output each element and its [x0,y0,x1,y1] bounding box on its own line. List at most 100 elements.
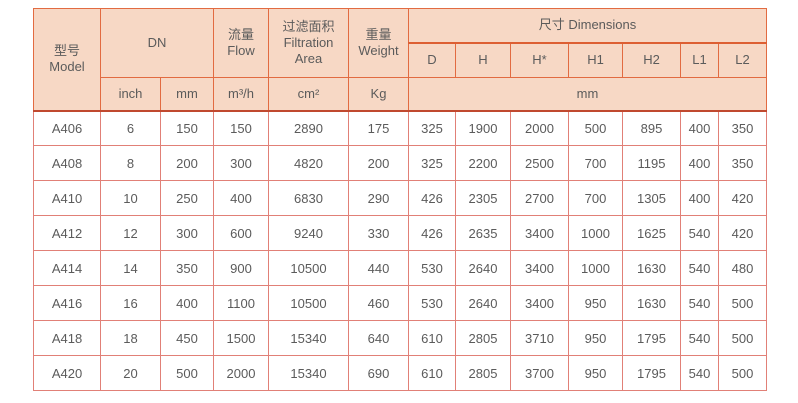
dim-l2-cell: 500 [717,320,768,356]
flow-cell: 900 [213,250,269,286]
area-cell: 9240 [268,215,349,251]
flow-cell: 1500 [213,320,269,356]
dim-l2-cell: 500 [717,355,768,391]
dim-l1-cell: 400 [680,180,719,216]
model-cell: A414 [33,250,101,286]
unit-area: cm² [268,77,349,111]
dim-l2-cell: 420 [717,180,768,216]
header-row-3: inch mm m³/h cm² Kg mm [34,77,768,111]
dim-hstar-cell: 3400 [510,285,569,321]
col-header-l2: L2 [717,42,768,78]
col-header-dimensions: 尺寸 Dimensions [407,8,768,44]
model-cell: A408 [33,145,101,181]
weight-cell: 330 [348,215,409,251]
dn-inch-cell: 14 [100,250,161,286]
dim-d-cell: 610 [408,320,456,356]
dim-l1-cell: 540 [680,285,719,321]
dim-d-cell: 426 [408,180,456,216]
table-row: A412 12 300 600 9240 330 426 2635 3400 1… [33,215,768,251]
col-header-h: H [455,42,511,78]
unit-weight: Kg [348,77,409,111]
dim-h2-cell: 1795 [622,320,681,356]
dim-h-cell: 2305 [455,180,511,216]
dim-d-cell: 530 [408,285,456,321]
area-cell: 6830 [268,180,349,216]
dim-h-cell: 2200 [455,145,511,181]
col-header-weight: 重量 Weight [348,8,409,78]
dim-hstar-cell: 3400 [510,250,569,286]
dim-l1-cell: 540 [680,250,719,286]
dim-h1-cell: 950 [568,285,623,321]
flow-cell: 2000 [213,355,269,391]
dim-d-cell: 426 [408,215,456,251]
model-cell: A420 [33,355,101,391]
dn-inch-cell: 6 [100,110,161,146]
dim-d-cell: 610 [408,355,456,391]
dn-inch-cell: 10 [100,180,161,216]
area-cell: 10500 [268,285,349,321]
area-cell: 15340 [268,320,349,356]
dn-inch-cell: 20 [100,355,161,391]
table-row: A414 14 350 900 10500 440 530 2640 3400 … [33,250,768,286]
flow-cell: 1100 [213,285,269,321]
dim-h2-cell: 1625 [622,215,681,251]
dn-mm-cell: 450 [160,320,214,356]
dim-h1-cell: 700 [568,145,623,181]
dim-hstar-cell: 3700 [510,355,569,391]
table-row: A406 6 150 150 2890 175 325 1900 2000 50… [33,110,768,146]
col-header-flow: 流量 Flow [213,8,269,78]
dim-l2-cell: 500 [717,285,768,321]
dim-l2-cell: 350 [717,110,768,146]
dim-h2-cell: 1305 [622,180,681,216]
area-cell: 2890 [268,110,349,146]
weight-cell: 290 [348,180,409,216]
col-header-h1: H1 [568,42,623,78]
dn-mm-cell: 150 [160,110,214,146]
table-body: A406 6 150 150 2890 175 325 1900 2000 50… [33,110,768,391]
dim-h1-cell: 1000 [568,250,623,286]
dim-l1-cell: 400 [680,110,719,146]
dn-mm-cell: 500 [160,355,214,391]
dim-l2-cell: 350 [717,145,768,181]
model-cell: A412 [33,215,101,251]
dn-mm-cell: 400 [160,285,214,321]
weight-cell: 690 [348,355,409,391]
col-header-l1: L1 [680,42,719,78]
unit-flow: m³/h [213,77,269,111]
dn-mm-cell: 250 [160,180,214,216]
spec-table-container: 型号 Model DN 流量 Flow 过滤面积 Filtration Area… [33,8,768,391]
weight-cell: 460 [348,285,409,321]
flow-cell: 400 [213,180,269,216]
dim-h1-cell: 950 [568,320,623,356]
dim-h2-cell: 1630 [622,250,681,286]
col-header-d: D [408,42,456,78]
dim-hstar-cell: 3710 [510,320,569,356]
col-header-dn: DN [100,8,214,78]
dn-mm-cell: 300 [160,215,214,251]
dim-l2-cell: 420 [717,215,768,251]
unit-inch: inch [100,77,161,111]
dim-l2-cell: 480 [717,250,768,286]
dim-h-cell: 2640 [455,250,511,286]
dim-d-cell: 325 [408,110,456,146]
dim-h2-cell: 1795 [622,355,681,391]
dim-h1-cell: 700 [568,180,623,216]
dim-h2-cell: 895 [622,110,681,146]
unit-dimensions: mm [407,77,768,111]
model-cell: A406 [33,110,101,146]
model-cell: A416 [33,285,101,321]
table-row: A408 8 200 300 4820 200 325 2200 2500 70… [33,145,768,181]
dim-l1-cell: 540 [680,320,719,356]
dim-h-cell: 2805 [455,355,511,391]
col-header-hstar: H* [510,42,569,78]
table-row: A416 16 400 1100 10500 460 530 2640 3400… [33,285,768,321]
flow-cell: 150 [213,110,269,146]
dim-h2-cell: 1630 [622,285,681,321]
table-header: 型号 Model DN 流量 Flow 过滤面积 Filtration Area… [33,8,768,111]
dn-inch-cell: 8 [100,145,161,181]
weight-cell: 440 [348,250,409,286]
header-row-2: D H H* H1 H2 L1 L2 [34,42,768,78]
dim-h2-cell: 1195 [622,145,681,181]
area-cell: 15340 [268,355,349,391]
dim-l1-cell: 540 [680,215,719,251]
